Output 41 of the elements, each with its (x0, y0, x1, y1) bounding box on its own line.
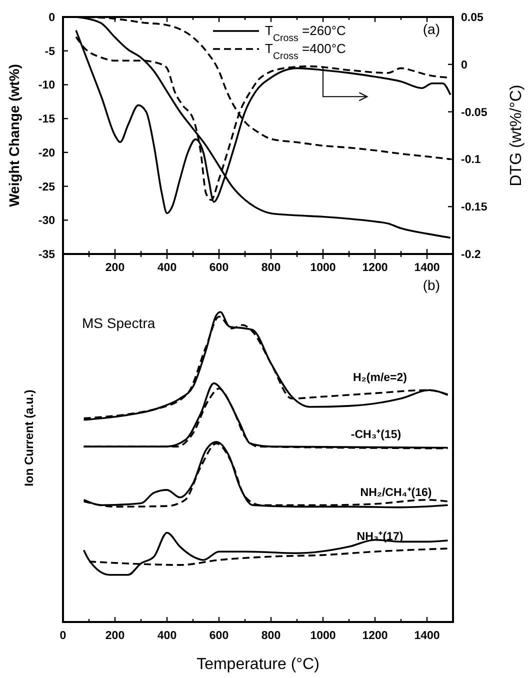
x-tick-label: 800 (261, 262, 281, 274)
y2-tick-label: -0.05 (461, 106, 488, 119)
x-tick-label: 600 (209, 262, 229, 274)
y-tick-label: -35 (38, 249, 56, 261)
x-tick-label: 200 (105, 262, 125, 274)
x-axis-title: Temperature (°C) (196, 656, 320, 673)
y2-axis-title: DTG (wt%/°C) (508, 84, 525, 186)
y2-tick-label: -0.15 (461, 202, 488, 214)
y2-tick-label: -0.2 (461, 249, 481, 261)
y-tick-label: -5 (44, 46, 56, 58)
x-tick-label: 800 (261, 630, 281, 642)
y-tick-label: -30 (38, 215, 55, 228)
x-tick-label: 0 (60, 630, 66, 642)
y-axis-title: Weight Change (wt%) (6, 64, 22, 207)
x-tick-label: 1000 (310, 262, 336, 274)
y-tick-label: -15 (38, 114, 56, 126)
annotation: (a) (422, 21, 440, 37)
annotation: MS Spectra (82, 315, 156, 331)
x-tick-label: 1400 (414, 630, 440, 642)
x-tick-label: 1400 (414, 262, 440, 274)
x-tick-label: 1200 (362, 630, 388, 642)
x-tick-label: 1000 (310, 630, 336, 642)
y2-tick-label: -0.1 (461, 154, 482, 166)
annotation: -CH₃⁺(15) (350, 429, 402, 441)
x-tick-label: 200 (105, 630, 125, 642)
x-tick-label: 400 (157, 262, 177, 274)
legend-label: T$_{Cross}$ =260°C (265, 23, 346, 44)
x-tick-label: 400 (157, 630, 177, 642)
annotation: H₂(m/e=2) (352, 372, 408, 384)
y-tick-label: -25 (38, 181, 56, 194)
text: (b) (422, 277, 440, 293)
y-tick-label: -10 (38, 80, 55, 92)
y2-tick-label: 0.05 (461, 12, 484, 24)
x-tick-label: 1200 (362, 262, 388, 274)
x-tick-label: 600 (209, 630, 229, 642)
y2-tick-label: 0 (461, 59, 468, 72)
y-tick-label: 0 (48, 12, 55, 24)
legend-label: T$_{Cross}$ =400°C (265, 41, 346, 62)
y-tick-label: -20 (38, 147, 55, 160)
annotation: NH₂/CH₄⁺(16) (360, 487, 432, 499)
y-axis-title: Ion Current (a.u.) (22, 390, 36, 486)
